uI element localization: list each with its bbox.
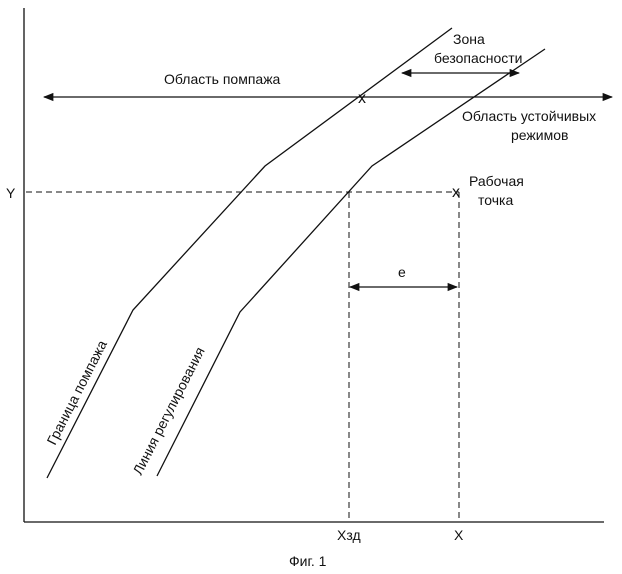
setpoint-x-label: Хзд <box>337 527 361 543</box>
surge-area-label: Область помпажа <box>164 71 281 87</box>
safety-zone-label-line2: безопасности <box>434 50 523 66</box>
surge-boundary-curve <box>47 28 452 478</box>
y-axis-label: Y <box>6 185 16 201</box>
stable-area-label-line1: Область устойчивых <box>462 108 596 124</box>
surge-cross-mark: x <box>358 90 366 107</box>
operating-point-label-line1: Рабочая <box>469 173 524 189</box>
figure-caption: Фиг. 1 <box>289 553 327 569</box>
x-axis-label: X <box>454 527 464 543</box>
surge-boundary-label: Граница помпажа <box>43 337 110 447</box>
operating-point-label-line2: точка <box>478 192 513 208</box>
deviation-label: е <box>398 264 406 280</box>
stable-area-label-line2: режимов <box>511 127 568 143</box>
operating-point-cross-mark: x <box>452 184 460 201</box>
safety-zone-label-line1: Зона <box>453 31 485 47</box>
control-line-label: Линия регулирования <box>129 344 207 477</box>
